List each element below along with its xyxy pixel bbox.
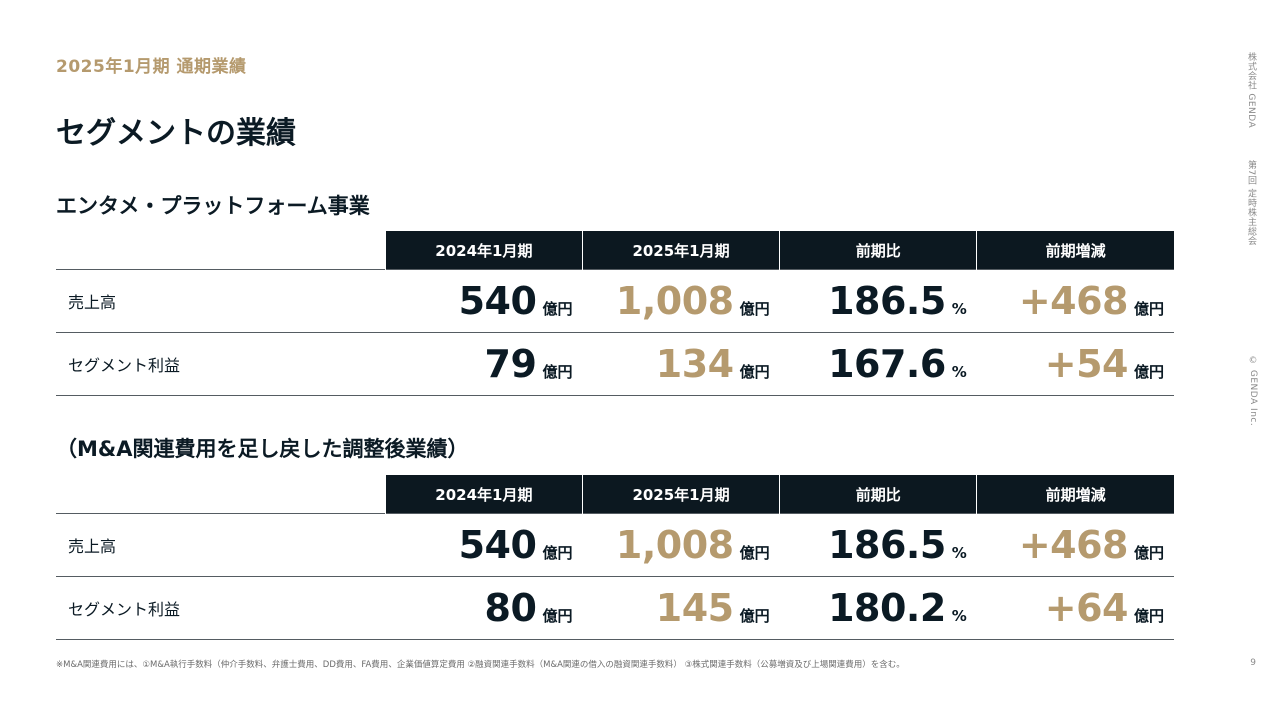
- side-company-label: 株式会社 GENDA: [1246, 52, 1256, 129]
- segment-table-entertainment: 2024年1月期 2025年1月期 前期比 前期増減 売上高 540 億円 1,0…: [56, 231, 1174, 396]
- side-meeting-label: 第7回 定時株主総会: [1246, 160, 1256, 246]
- value-2024: 80 億円: [385, 576, 583, 640]
- value-diff: +54 億円: [976, 332, 1174, 396]
- value-2025: 145 億円: [582, 576, 780, 640]
- value-diff: +468 億円: [976, 269, 1174, 333]
- column-header-ratio: 前期比: [779, 231, 977, 270]
- side-copyright: © GENDA Inc.: [1248, 356, 1258, 427]
- column-header-2024: 2024年1月期: [384, 475, 583, 514]
- footnote: ※M&A関連費用には、①M&A執行手数料（仲介手数料、弁護士費用、DD費用、FA…: [56, 660, 905, 670]
- section-title-entertainment: エンタメ・プラットフォーム事業: [56, 194, 370, 218]
- column-header-ratio: 前期比: [779, 475, 977, 514]
- value-ratio: 167.6%: [779, 332, 977, 396]
- table-row: 売上高 540 億円 1,008 億円 186.5% +468 億円: [56, 513, 1174, 577]
- value-2024: 540 億円: [385, 269, 583, 333]
- page-title: セグメントの業績: [56, 116, 296, 151]
- value-2024: 540 億円: [385, 513, 583, 577]
- header-blank: [56, 475, 386, 514]
- value-2025: 134 億円: [582, 332, 780, 396]
- column-header-diff: 前期増減: [976, 475, 1174, 514]
- table-row: セグメント利益 80 億円 145 億円 180.2% +64 億円: [56, 576, 1174, 640]
- value-ratio: 186.5%: [779, 269, 977, 333]
- segment-table-adjusted: 2024年1月期 2025年1月期 前期比 前期増減 売上高 540 億円 1,0…: [56, 475, 1174, 640]
- row-label-segment-profit: セグメント利益: [56, 576, 386, 640]
- value-diff: +468 億円: [976, 513, 1174, 577]
- value-ratio: 186.5%: [779, 513, 977, 577]
- column-header-2025: 2025年1月期: [581, 475, 780, 514]
- value-2024: 79 億円: [385, 332, 583, 396]
- table-row: セグメント利益 79 億円 134 億円 167.6% +54 億円: [56, 332, 1174, 396]
- column-header-2024: 2024年1月期: [384, 231, 583, 270]
- section-eyebrow: 2025年1月期 通期業績: [56, 57, 247, 77]
- table-row: 売上高 540 億円 1,008 億円 186.5% +468 億円: [56, 269, 1174, 333]
- column-header-2025: 2025年1月期: [581, 231, 780, 270]
- row-label-sales: 売上高: [56, 269, 386, 333]
- header-blank: [56, 231, 386, 270]
- row-label-segment-profit: セグメント利益: [56, 332, 386, 396]
- section-title-adjusted: （M&A関連費用を足し戻した調整後業績）: [56, 437, 469, 461]
- value-ratio: 180.2%: [779, 576, 977, 640]
- column-header-diff: 前期増減: [976, 231, 1174, 270]
- value-2025: 1,008 億円: [582, 513, 780, 577]
- page-number: 9: [1250, 658, 1256, 668]
- value-diff: +64 億円: [976, 576, 1174, 640]
- value-2025: 1,008 億円: [582, 269, 780, 333]
- row-label-sales: 売上高: [56, 513, 386, 577]
